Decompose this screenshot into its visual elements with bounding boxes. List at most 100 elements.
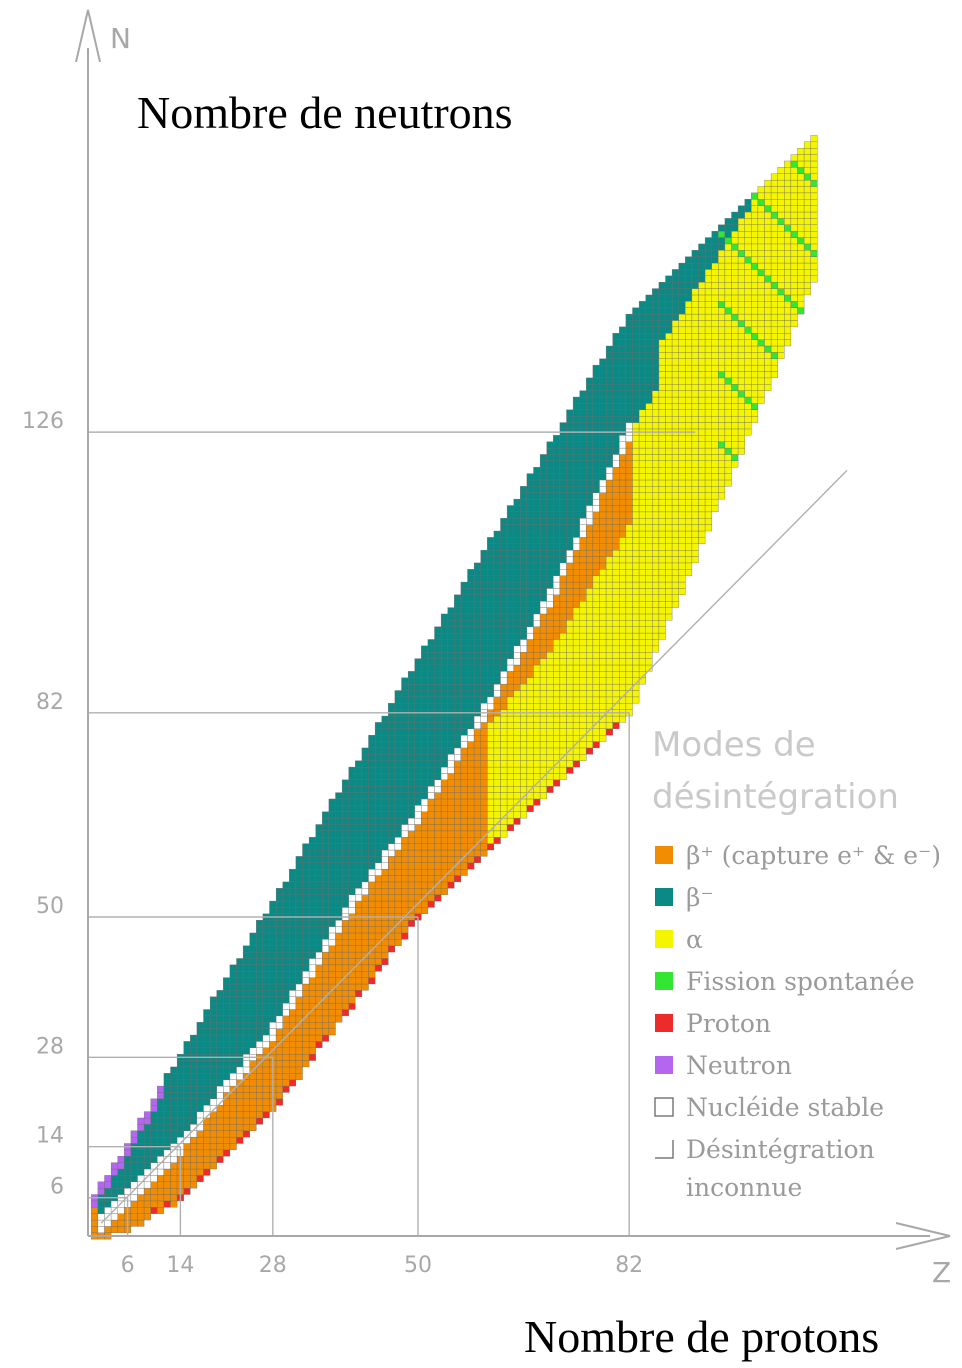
nuclide-cell (229, 1034, 237, 1042)
nuclide-cell (236, 1034, 244, 1042)
nuclide-cell (368, 773, 376, 781)
nuclide-cell (275, 932, 283, 940)
nuclide-cell (625, 664, 633, 672)
nuclide-cell (632, 467, 640, 474)
nuclide-cell (487, 786, 495, 793)
nuclide-cell (671, 447, 679, 455)
nuclide-cell (579, 607, 587, 615)
nuclide-cell (275, 1047, 283, 1055)
nuclide-cell (810, 135, 818, 143)
nuclide-cell (513, 601, 521, 608)
nuclide-cell (308, 868, 316, 876)
nuclide-cell (414, 779, 422, 787)
nuclide-cell (777, 199, 785, 206)
nuclide-cell (209, 1092, 217, 1100)
nuclide-cell (784, 167, 792, 174)
nuclide-cell (645, 613, 653, 621)
nuclide-cell (282, 1079, 290, 1087)
nuclide-cell (658, 307, 666, 315)
nuclide-cell (341, 907, 349, 914)
nuclide-cell (645, 447, 653, 455)
nuclide-cell (718, 364, 726, 372)
nuclide-cell (454, 792, 462, 800)
nuclide-cell (632, 377, 640, 385)
axes: N Z (75, 9, 951, 1289)
nuclide-cell (275, 1066, 283, 1074)
nuclide-cell (764, 224, 772, 232)
nuclide-cell (262, 1105, 270, 1112)
nuclide-cell (632, 664, 640, 672)
nuclide-cell (546, 549, 554, 557)
nuclide-cell (533, 543, 541, 551)
nuclide-cell (335, 958, 343, 966)
nuclide-cell (579, 479, 587, 487)
nuclide-cell (289, 971, 297, 978)
nuclide-cell (711, 243, 719, 251)
nuclide-cell (203, 1124, 211, 1131)
nuclide-cell (539, 645, 547, 653)
nuclide-cell (698, 262, 706, 270)
nuclide-cell (777, 326, 785, 334)
nuclide-cell (467, 671, 475, 678)
nuclide-cell (553, 537, 561, 544)
nuclide-cell (731, 250, 739, 257)
nuclide-cell (467, 837, 475, 844)
nuclide-cell (632, 479, 640, 487)
nuclide-cell (764, 275, 772, 283)
nuclide-cell (724, 371, 732, 379)
nuclide-cell (394, 830, 402, 838)
nuclide-cell (493, 830, 501, 838)
nuclide-cell (295, 920, 303, 927)
nuclide-cell (328, 926, 336, 934)
nuclide-cell (605, 352, 613, 359)
nuclide-cell (355, 977, 363, 985)
nuclide-cell (407, 900, 415, 908)
nuclide-cell (612, 409, 620, 417)
nuclide-cell (348, 773, 356, 781)
nuclide-cell (625, 320, 633, 328)
nuclide-cell (718, 422, 726, 430)
nuclide-cell (348, 926, 356, 934)
nuclide-cell (467, 645, 475, 653)
nuclide-cell (500, 766, 508, 774)
nuclide-cell (770, 352, 778, 359)
nuclide-cell (269, 939, 277, 946)
nuclide-cell (414, 792, 422, 800)
nuclide-cell (625, 613, 633, 621)
nuclide-cell (130, 1219, 138, 1227)
nuclide-cell (348, 837, 356, 844)
nuclide-cell (308, 977, 316, 985)
nuclide-cell (361, 881, 369, 889)
nuclide-cell (414, 798, 422, 806)
nuclide-cell (473, 664, 481, 672)
nuclide-cell (289, 920, 297, 927)
nuclide-cell (302, 862, 310, 870)
nuclide-cell (592, 575, 600, 583)
nuclide-cell (592, 473, 600, 481)
nuclide-cell (605, 601, 613, 608)
nuclide-cell (315, 881, 323, 889)
nuclide-cell (638, 645, 646, 653)
nuclide-cell (295, 1047, 303, 1055)
nuclide-cell (744, 256, 752, 264)
nuclide-cell (572, 403, 580, 410)
nuclide-cell (157, 1149, 165, 1157)
legend-label: Proton (686, 1009, 771, 1038)
nuclide-cell (744, 313, 752, 321)
nuclide-cell (308, 939, 316, 946)
nuclide-cell (612, 588, 620, 595)
nuclide-cell (671, 537, 679, 544)
nuclide-cell (539, 569, 547, 576)
nuclide-cell (434, 652, 442, 659)
nuclide-cell (810, 192, 818, 200)
legend-swatch (655, 930, 673, 948)
nuclide-cell (533, 696, 541, 704)
nuclide-cell (678, 390, 686, 398)
nuclide-cell (216, 1130, 224, 1138)
nuclide-cell (473, 773, 481, 781)
nuclide-cell (203, 1015, 211, 1023)
nuclide-cell (520, 562, 528, 570)
nuclide-cell (506, 722, 514, 729)
nuclide-cell (671, 479, 679, 487)
nuclide-cell (592, 364, 600, 372)
